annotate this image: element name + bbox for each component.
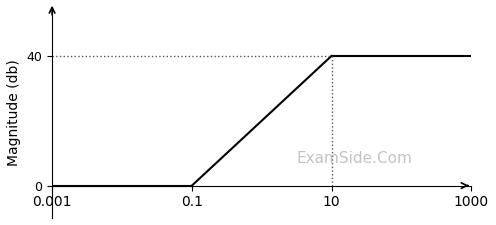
Y-axis label: Magnitude (db): Magnitude (db) <box>7 59 21 166</box>
Text: ExamSide.Com: ExamSide.Com <box>296 151 412 166</box>
